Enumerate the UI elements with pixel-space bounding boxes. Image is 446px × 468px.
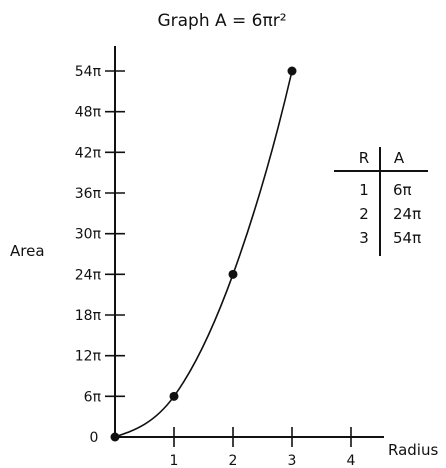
y-axis-ticks: 6π 12π 18π 24π 30π 36π 42π 48π 54π xyxy=(75,64,125,405)
table-cell-r: 1 xyxy=(359,181,369,199)
x-tick-label: 3 xyxy=(288,453,297,468)
table-header-a: A xyxy=(394,149,405,167)
y-tick-label: 24π xyxy=(75,267,102,283)
chart-title: Graph A = 6πr² xyxy=(157,11,286,31)
series-curve xyxy=(114,70,293,438)
y-tick-label: 12π xyxy=(75,349,102,365)
table-cell-a: 6π xyxy=(393,181,412,199)
y-tick-label: 48π xyxy=(75,105,102,121)
data-point xyxy=(110,432,120,442)
y-axis-label: Area xyxy=(10,242,45,260)
table-cell-r: 3 xyxy=(359,229,369,247)
table-cell-a: 24π xyxy=(393,205,421,223)
table-cell-r: 2 xyxy=(359,205,369,223)
values-table: R A 1 6π 2 24π 3 54π xyxy=(334,147,428,256)
x-axis-label: Radius xyxy=(388,441,438,459)
y-tick-label: 6π xyxy=(84,389,102,405)
data-points xyxy=(110,66,297,442)
y-tick-label: 42π xyxy=(75,145,102,161)
y-tick-label: 18π xyxy=(75,308,102,324)
y-tick-label: 36π xyxy=(75,186,102,202)
x-tick-label: 1 xyxy=(170,453,179,468)
x-axis-ticks: 1 2 3 4 xyxy=(170,427,356,468)
y-tick-label: 30π xyxy=(75,227,102,243)
table-header-r: R xyxy=(359,149,369,167)
origin-label: 0 xyxy=(90,430,99,446)
table-cell-a: 54π xyxy=(393,229,421,247)
x-tick-label: 4 xyxy=(347,453,356,468)
x-tick-label: 2 xyxy=(229,453,238,468)
y-tick-label: 54π xyxy=(75,64,102,80)
data-point xyxy=(287,66,297,76)
data-point xyxy=(228,269,238,279)
data-point xyxy=(169,391,179,401)
